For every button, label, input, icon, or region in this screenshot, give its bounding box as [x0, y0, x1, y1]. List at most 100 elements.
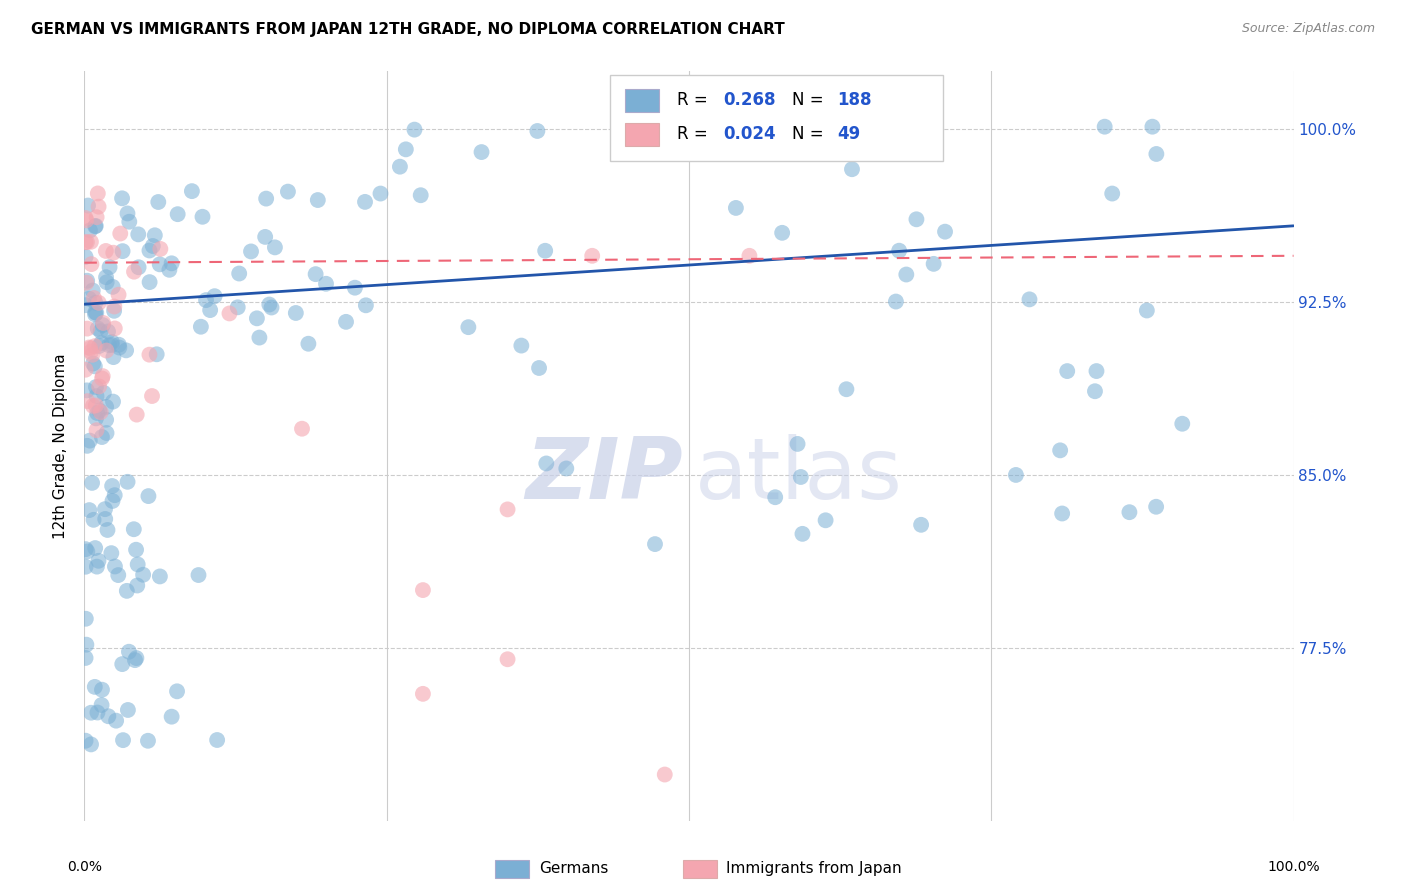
Point — [264, 240, 287, 254]
Point — [149, 242, 172, 256]
Point — [91, 369, 114, 384]
Point — [115, 583, 138, 598]
Point — [96, 343, 118, 358]
Point — [82, 284, 104, 298]
Point — [75, 733, 97, 747]
Point — [277, 185, 299, 199]
Point — [84, 541, 107, 555]
Point — [104, 559, 127, 574]
Point — [108, 337, 131, 351]
Point — [1049, 443, 1071, 458]
Point — [111, 244, 134, 259]
Point — [82, 357, 104, 371]
Point — [91, 682, 114, 697]
Point — [775, 120, 797, 134]
Point — [115, 343, 138, 358]
Point — [84, 219, 107, 233]
Point — [1144, 500, 1167, 514]
Point — [87, 296, 110, 310]
Point — [412, 687, 434, 701]
Text: N =: N = — [792, 125, 828, 143]
Point — [101, 338, 124, 352]
Point — [1018, 293, 1040, 307]
Point — [80, 475, 103, 490]
Point — [84, 380, 107, 394]
Point — [934, 225, 956, 239]
Point — [125, 542, 148, 557]
Text: 188: 188 — [838, 91, 872, 109]
Point — [82, 399, 104, 413]
Point — [75, 542, 97, 557]
Point — [101, 334, 124, 349]
Point — [80, 738, 103, 752]
Point — [127, 578, 149, 592]
Point — [1101, 186, 1123, 201]
Point — [205, 733, 228, 747]
Point — [79, 223, 101, 237]
Point — [125, 408, 148, 422]
Point — [103, 350, 125, 364]
Point — [141, 389, 163, 403]
Text: 0.0%: 0.0% — [67, 860, 101, 873]
Point — [1171, 417, 1194, 431]
Point — [77, 292, 100, 306]
Point — [80, 235, 103, 249]
Point — [149, 257, 172, 271]
Point — [127, 227, 149, 242]
Text: 0.268: 0.268 — [723, 91, 775, 109]
Point — [918, 120, 941, 134]
Point — [786, 437, 808, 451]
Point — [246, 311, 269, 326]
Point — [195, 293, 218, 307]
Point — [291, 422, 314, 436]
Point — [259, 297, 281, 311]
Point — [108, 341, 131, 355]
Point — [105, 714, 128, 728]
Text: atlas: atlas — [695, 434, 903, 517]
Point — [145, 347, 167, 361]
Point — [90, 336, 112, 351]
Point — [905, 212, 928, 227]
Point — [93, 385, 115, 400]
Point — [125, 651, 148, 665]
Point — [83, 359, 105, 374]
Point — [204, 289, 226, 303]
Point — [160, 709, 183, 723]
Point — [87, 554, 110, 568]
FancyBboxPatch shape — [495, 860, 529, 879]
Point — [896, 268, 918, 282]
Point — [91, 318, 114, 332]
Point — [75, 651, 97, 665]
Point — [79, 434, 101, 448]
Point — [76, 394, 98, 409]
Text: 100.0%: 100.0% — [1267, 860, 1320, 873]
Point — [644, 537, 666, 551]
Text: Source: ZipAtlas.com: Source: ZipAtlas.com — [1241, 22, 1375, 36]
Point — [111, 191, 134, 205]
Point — [117, 475, 139, 489]
Point — [1118, 505, 1140, 519]
Point — [76, 321, 98, 335]
Point — [112, 733, 135, 747]
Point — [94, 244, 117, 258]
Point — [148, 194, 170, 209]
Point — [160, 256, 183, 270]
Point — [910, 517, 932, 532]
Point — [247, 330, 270, 344]
Point — [77, 341, 100, 355]
Point — [91, 371, 114, 385]
FancyBboxPatch shape — [624, 123, 659, 145]
Point — [76, 384, 98, 398]
Point — [90, 324, 112, 338]
Point — [76, 235, 98, 249]
Point — [86, 706, 108, 720]
Point — [534, 244, 557, 258]
Point — [118, 215, 141, 229]
Point — [1142, 120, 1164, 134]
Point — [86, 211, 108, 225]
Point — [96, 275, 118, 289]
Point — [835, 382, 858, 396]
Point — [1144, 147, 1167, 161]
Point — [103, 300, 125, 314]
Point — [76, 439, 98, 453]
